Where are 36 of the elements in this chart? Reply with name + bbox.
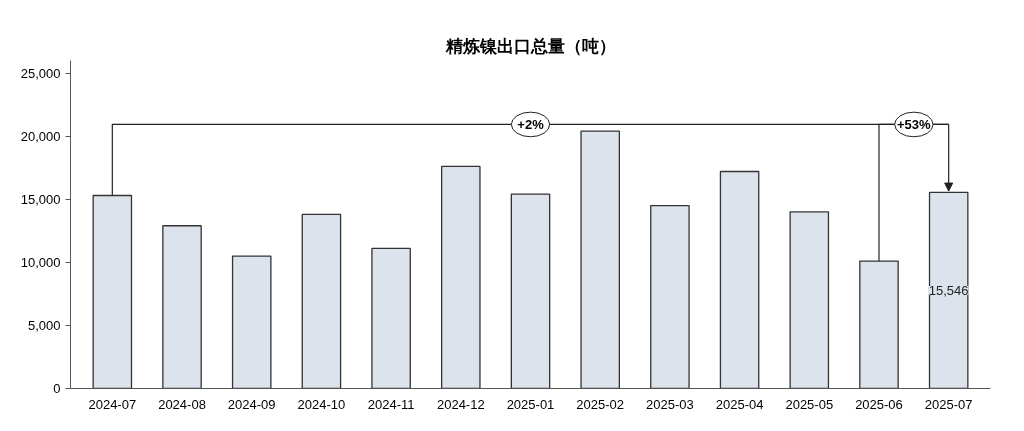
x-tick-label: 2024-07: [88, 396, 137, 412]
y-tick-label: 0: [53, 381, 61, 396]
x-tick-label: 2024-09: [227, 396, 276, 412]
y-tick-label: 15,000: [20, 191, 61, 207]
y-tick-label: 5,000: [27, 317, 61, 333]
x-tick-label: 2025-05: [785, 396, 834, 412]
bar: [162, 225, 202, 389]
chart-title: 精炼镍出口总量（吨）: [444, 36, 616, 56]
x-tick-label: 2024-12: [436, 396, 485, 412]
x-tick-label: 2025-01: [506, 396, 555, 412]
bar: [859, 260, 899, 389]
bar: [371, 247, 411, 389]
y-tick-label: 10,000: [20, 254, 61, 270]
x-tick-label: 2024-08: [158, 396, 206, 412]
x-tick-label: 2024-10: [297, 396, 346, 412]
x-tick-label: 2025-02: [576, 396, 625, 412]
x-tick-label: 2024-11: [367, 396, 415, 412]
bar: [650, 204, 690, 389]
bar: [440, 165, 481, 389]
bar: [301, 213, 342, 389]
y-tick-label: 20,000: [20, 128, 61, 144]
bar: [231, 255, 272, 389]
x-tick-label: 2025-03: [646, 396, 694, 412]
annotation: +53%: [897, 116, 932, 132]
bar: [92, 194, 133, 389]
bar: [928, 191, 969, 389]
bar: [580, 130, 621, 389]
x-tick-label: 2025-04: [715, 396, 764, 412]
x-tick-label: 2025-06: [855, 396, 903, 412]
bar: [510, 193, 551, 389]
y-tick-label: 25,000: [20, 65, 61, 81]
data-label: 15,546: [928, 282, 969, 298]
x-tick-label: 2025-07: [924, 396, 973, 412]
bar: [719, 170, 760, 389]
bar: [789, 211, 830, 389]
annotation: +2%: [517, 116, 545, 132]
